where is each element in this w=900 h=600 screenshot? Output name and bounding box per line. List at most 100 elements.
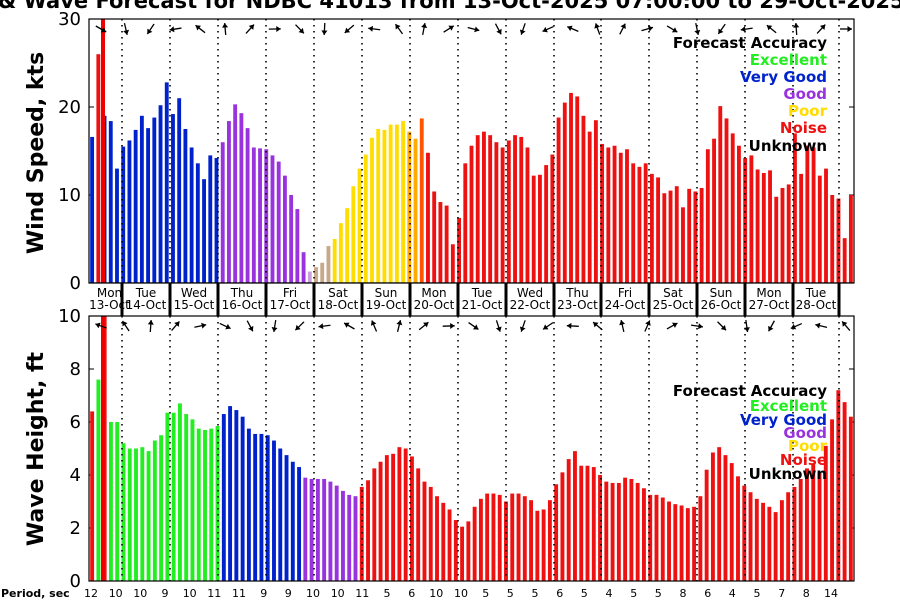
wind-direction-arrow-icon — [344, 24, 355, 34]
wave-direction-arrow-icon — [246, 320, 254, 332]
day-name-label: Sun — [710, 286, 733, 300]
wave-bar — [623, 477, 628, 581]
period-axis-label: Period, sec — [1, 587, 70, 600]
wind-bar — [531, 175, 536, 283]
wind-direction-arrow-icon — [740, 26, 753, 33]
wind-bar — [500, 147, 505, 283]
day-name-label: Wed — [181, 286, 207, 300]
wave-bar — [121, 443, 126, 581]
wind-bar — [618, 152, 623, 283]
day-date-label: 28-Oct — [796, 298, 837, 312]
wind-bar — [407, 131, 412, 283]
wind-bar — [537, 174, 542, 283]
wind-bar — [158, 105, 163, 284]
wave-bar — [297, 467, 302, 581]
wave-bar — [378, 461, 383, 581]
wave-bar — [341, 490, 345, 581]
wave-bar — [309, 478, 314, 582]
wave-bar — [698, 496, 703, 581]
wind-bar — [662, 193, 667, 283]
wave-bar — [265, 435, 270, 581]
wind-legend-excellent: Excellent — [750, 51, 827, 69]
period-label: 11 — [232, 587, 246, 600]
wind-y-tick-label: 10 — [58, 185, 81, 206]
wind-legend-poor: Poor — [788, 102, 828, 120]
period-label: 11 — [207, 587, 221, 600]
wave-plot-frame — [88, 315, 855, 582]
wind-direction-arrow-icon — [793, 22, 800, 36]
wind-bar — [668, 190, 673, 283]
wind-bar — [90, 136, 95, 283]
wind-bar — [152, 117, 157, 283]
wave-bar — [228, 406, 233, 581]
wind-bar — [606, 147, 611, 283]
wind-bar — [171, 114, 175, 283]
wind-bar — [730, 133, 735, 283]
wave-bar — [761, 502, 766, 581]
wind-direction-arrow-icon — [421, 22, 428, 36]
wave-bar — [96, 379, 101, 581]
day-name-label: Tue — [135, 286, 157, 300]
wave-bar — [272, 440, 276, 581]
wave-direction-arrow-icon — [519, 320, 526, 332]
wave-bar — [522, 496, 527, 581]
wave-bar — [541, 509, 546, 581]
wind-bar — [612, 145, 617, 283]
wind-bar — [475, 135, 480, 283]
wave-bar — [811, 464, 816, 581]
day-name-label: Thu — [565, 286, 589, 300]
wave-direction-arrow-icon — [592, 321, 603, 331]
wind-bar — [139, 115, 144, 283]
wave-bar — [391, 453, 396, 581]
wind-bar — [817, 175, 822, 283]
period-label: 10 — [306, 587, 320, 600]
day-name-label: Fri — [283, 286, 297, 300]
wave-legend-poor: Poor — [788, 437, 828, 455]
wave-bar — [315, 478, 320, 582]
wind-bar — [780, 187, 785, 283]
wave-bar — [547, 500, 552, 582]
wind-bar — [208, 155, 213, 283]
wind-bar — [214, 158, 219, 283]
wave-bar — [786, 492, 791, 582]
wind-direction-arrow-icon — [567, 25, 579, 32]
wave-bar — [648, 494, 653, 582]
wave-bar — [748, 492, 753, 582]
wave-direction-arrow-icon — [219, 322, 231, 330]
wind-direction-arrow-icon — [494, 23, 502, 35]
wind-bar — [432, 191, 437, 283]
wave-direction-arrow-icon — [121, 320, 130, 332]
wave-bar — [805, 468, 809, 582]
wind-bar — [146, 128, 151, 283]
wave-bar — [190, 419, 195, 581]
wave-legend-title: Forecast Accuracy — [673, 382, 827, 400]
wind-bar — [643, 163, 648, 283]
period-label: 6 — [408, 587, 415, 600]
wave-bar — [447, 509, 452, 581]
wave-bar — [409, 456, 414, 581]
wind-bar — [195, 163, 200, 283]
wave-bar — [497, 494, 502, 582]
wave-bar — [679, 505, 684, 582]
period-label: 10 — [429, 587, 443, 600]
wind-bar — [401, 121, 406, 283]
day-date-label: 21-Oct — [462, 298, 503, 312]
wave-bar — [717, 447, 722, 581]
wave-bar — [779, 500, 784, 582]
wave-bar — [209, 428, 214, 582]
wave-bar — [629, 478, 634, 582]
wave-bar — [692, 506, 697, 581]
wave-bars — [90, 316, 853, 582]
wave-bar — [510, 493, 515, 581]
wind-bar — [768, 170, 772, 283]
wind-bar — [108, 121, 113, 283]
period-label: 4 — [729, 587, 736, 600]
day-name-label: Mon — [97, 286, 122, 300]
wave-bar — [579, 465, 584, 581]
wave-bar — [441, 502, 446, 581]
wind-direction-arrow-icon — [394, 23, 404, 35]
wind-bar — [357, 168, 362, 283]
wave-bar — [491, 493, 496, 581]
wind-bar — [233, 104, 238, 283]
